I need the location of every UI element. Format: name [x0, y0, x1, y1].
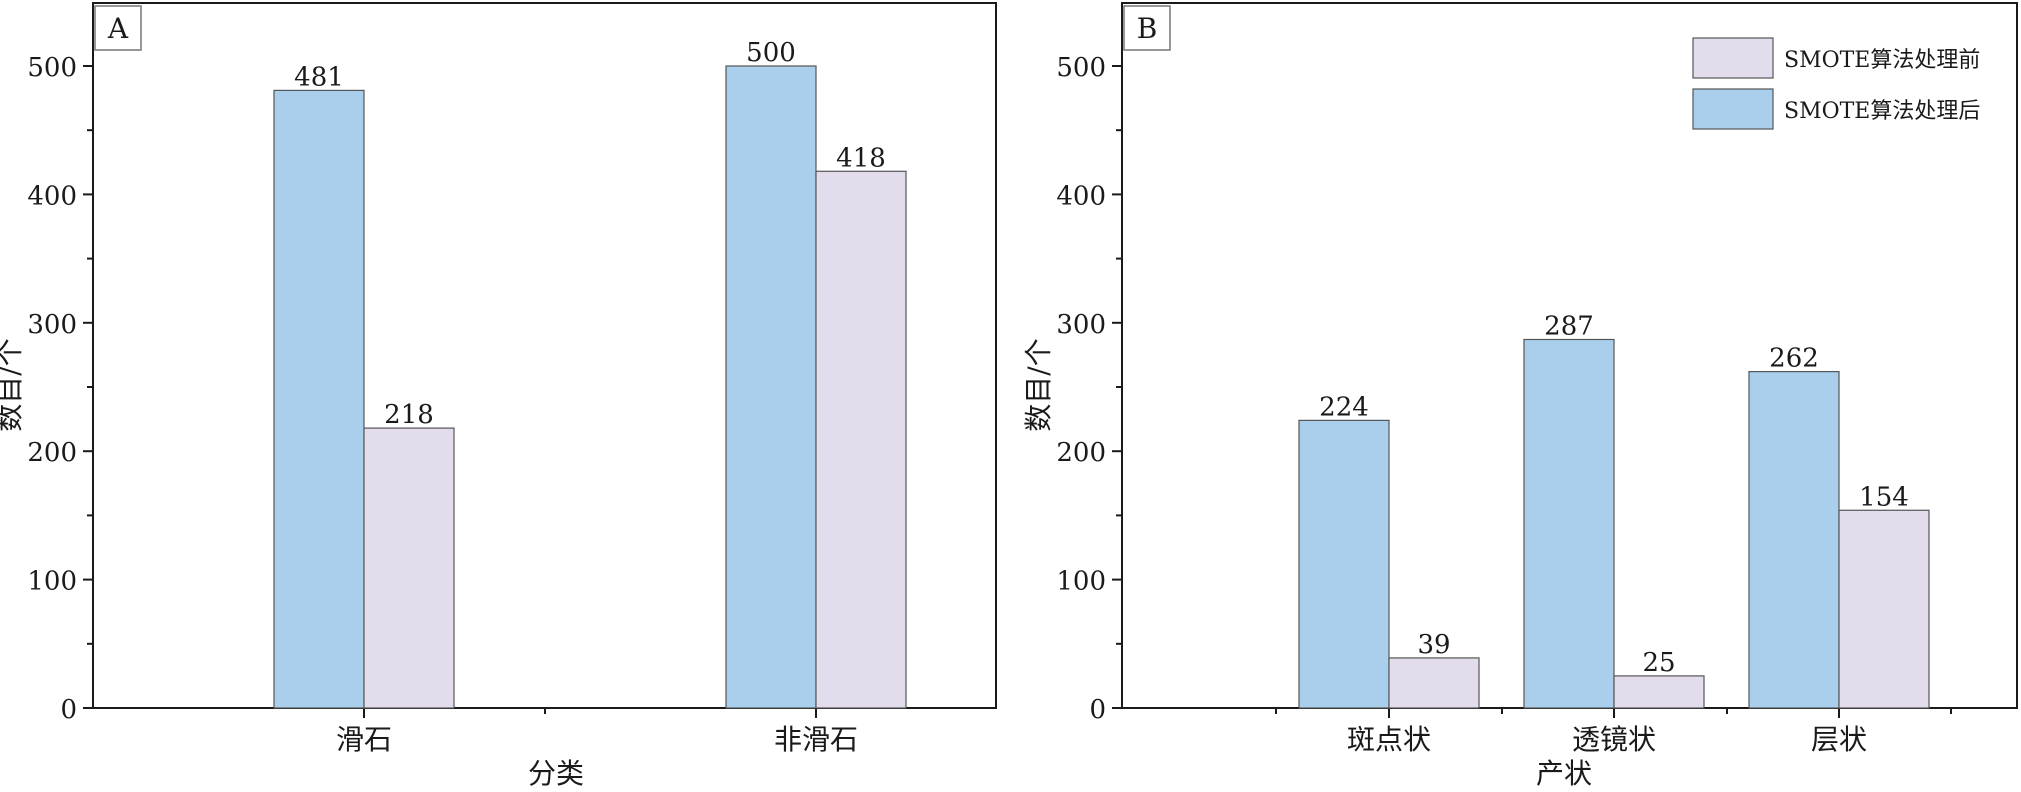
bar-after	[1298, 419, 1390, 709]
y-tick-label: 200	[27, 438, 77, 468]
legend-swatch	[1692, 88, 1774, 130]
bar-after	[725, 65, 817, 709]
y-axis-label: 数目/个	[0, 338, 26, 431]
x-category-label: 层状	[1811, 723, 1867, 756]
legend-label: SMOTE算法处理前	[1784, 48, 1980, 73]
bar-value-label: 154	[1859, 482, 1909, 512]
y-tick-label: 0	[1089, 695, 1106, 725]
y-tick-label: 300	[27, 310, 77, 340]
bar-before	[1388, 657, 1480, 709]
panel-tag: B	[1137, 12, 1158, 45]
bar-value-label: 25	[1642, 648, 1675, 678]
x-axis-label: 产状	[1536, 757, 1592, 790]
x-category-label: 透镜状	[1572, 723, 1656, 756]
panel-tag-box	[94, 5, 142, 51]
bar-before	[1838, 509, 1930, 709]
bar-value-label: 481	[294, 62, 344, 92]
bar-after	[1748, 370, 1840, 709]
y-tick-label: 300	[1056, 310, 1106, 340]
x-category-label: 滑石	[336, 723, 392, 756]
bar-value-label: 224	[1319, 392, 1369, 422]
bar-value-label: 262	[1769, 344, 1819, 374]
x-category-label: 斑点状	[1347, 723, 1431, 756]
bar-value-label: 418	[836, 143, 886, 173]
legend-swatch	[1692, 37, 1774, 79]
bar-after	[273, 89, 365, 709]
legend-label: SMOTE算法处理后	[1784, 99, 1980, 124]
y-tick-label: 500	[27, 53, 77, 83]
bar-value-label: 500	[746, 38, 796, 68]
panel-tag: A	[107, 12, 129, 45]
bar-value-label: 287	[1544, 311, 1594, 341]
bar-before	[1613, 675, 1705, 709]
y-axis-label: 数目/个	[1022, 338, 1055, 431]
bar-value-label: 218	[384, 400, 434, 430]
panel-tag-box	[1123, 5, 1171, 51]
bar-before	[815, 170, 907, 709]
bar-before	[363, 427, 455, 709]
x-axis-label: 分类	[528, 757, 584, 790]
x-category-label: 非滑石	[774, 723, 858, 756]
y-tick-label: 100	[1056, 567, 1106, 597]
y-tick-label: 400	[1056, 181, 1106, 211]
y-tick-label: 200	[1056, 438, 1106, 468]
y-tick-label: 100	[27, 567, 77, 597]
y-tick-label: 500	[1056, 53, 1106, 83]
y-tick-label: 0	[60, 695, 77, 725]
bar-value-label: 39	[1417, 630, 1450, 660]
y-tick-label: 400	[27, 181, 77, 211]
bar-after	[1523, 338, 1615, 709]
